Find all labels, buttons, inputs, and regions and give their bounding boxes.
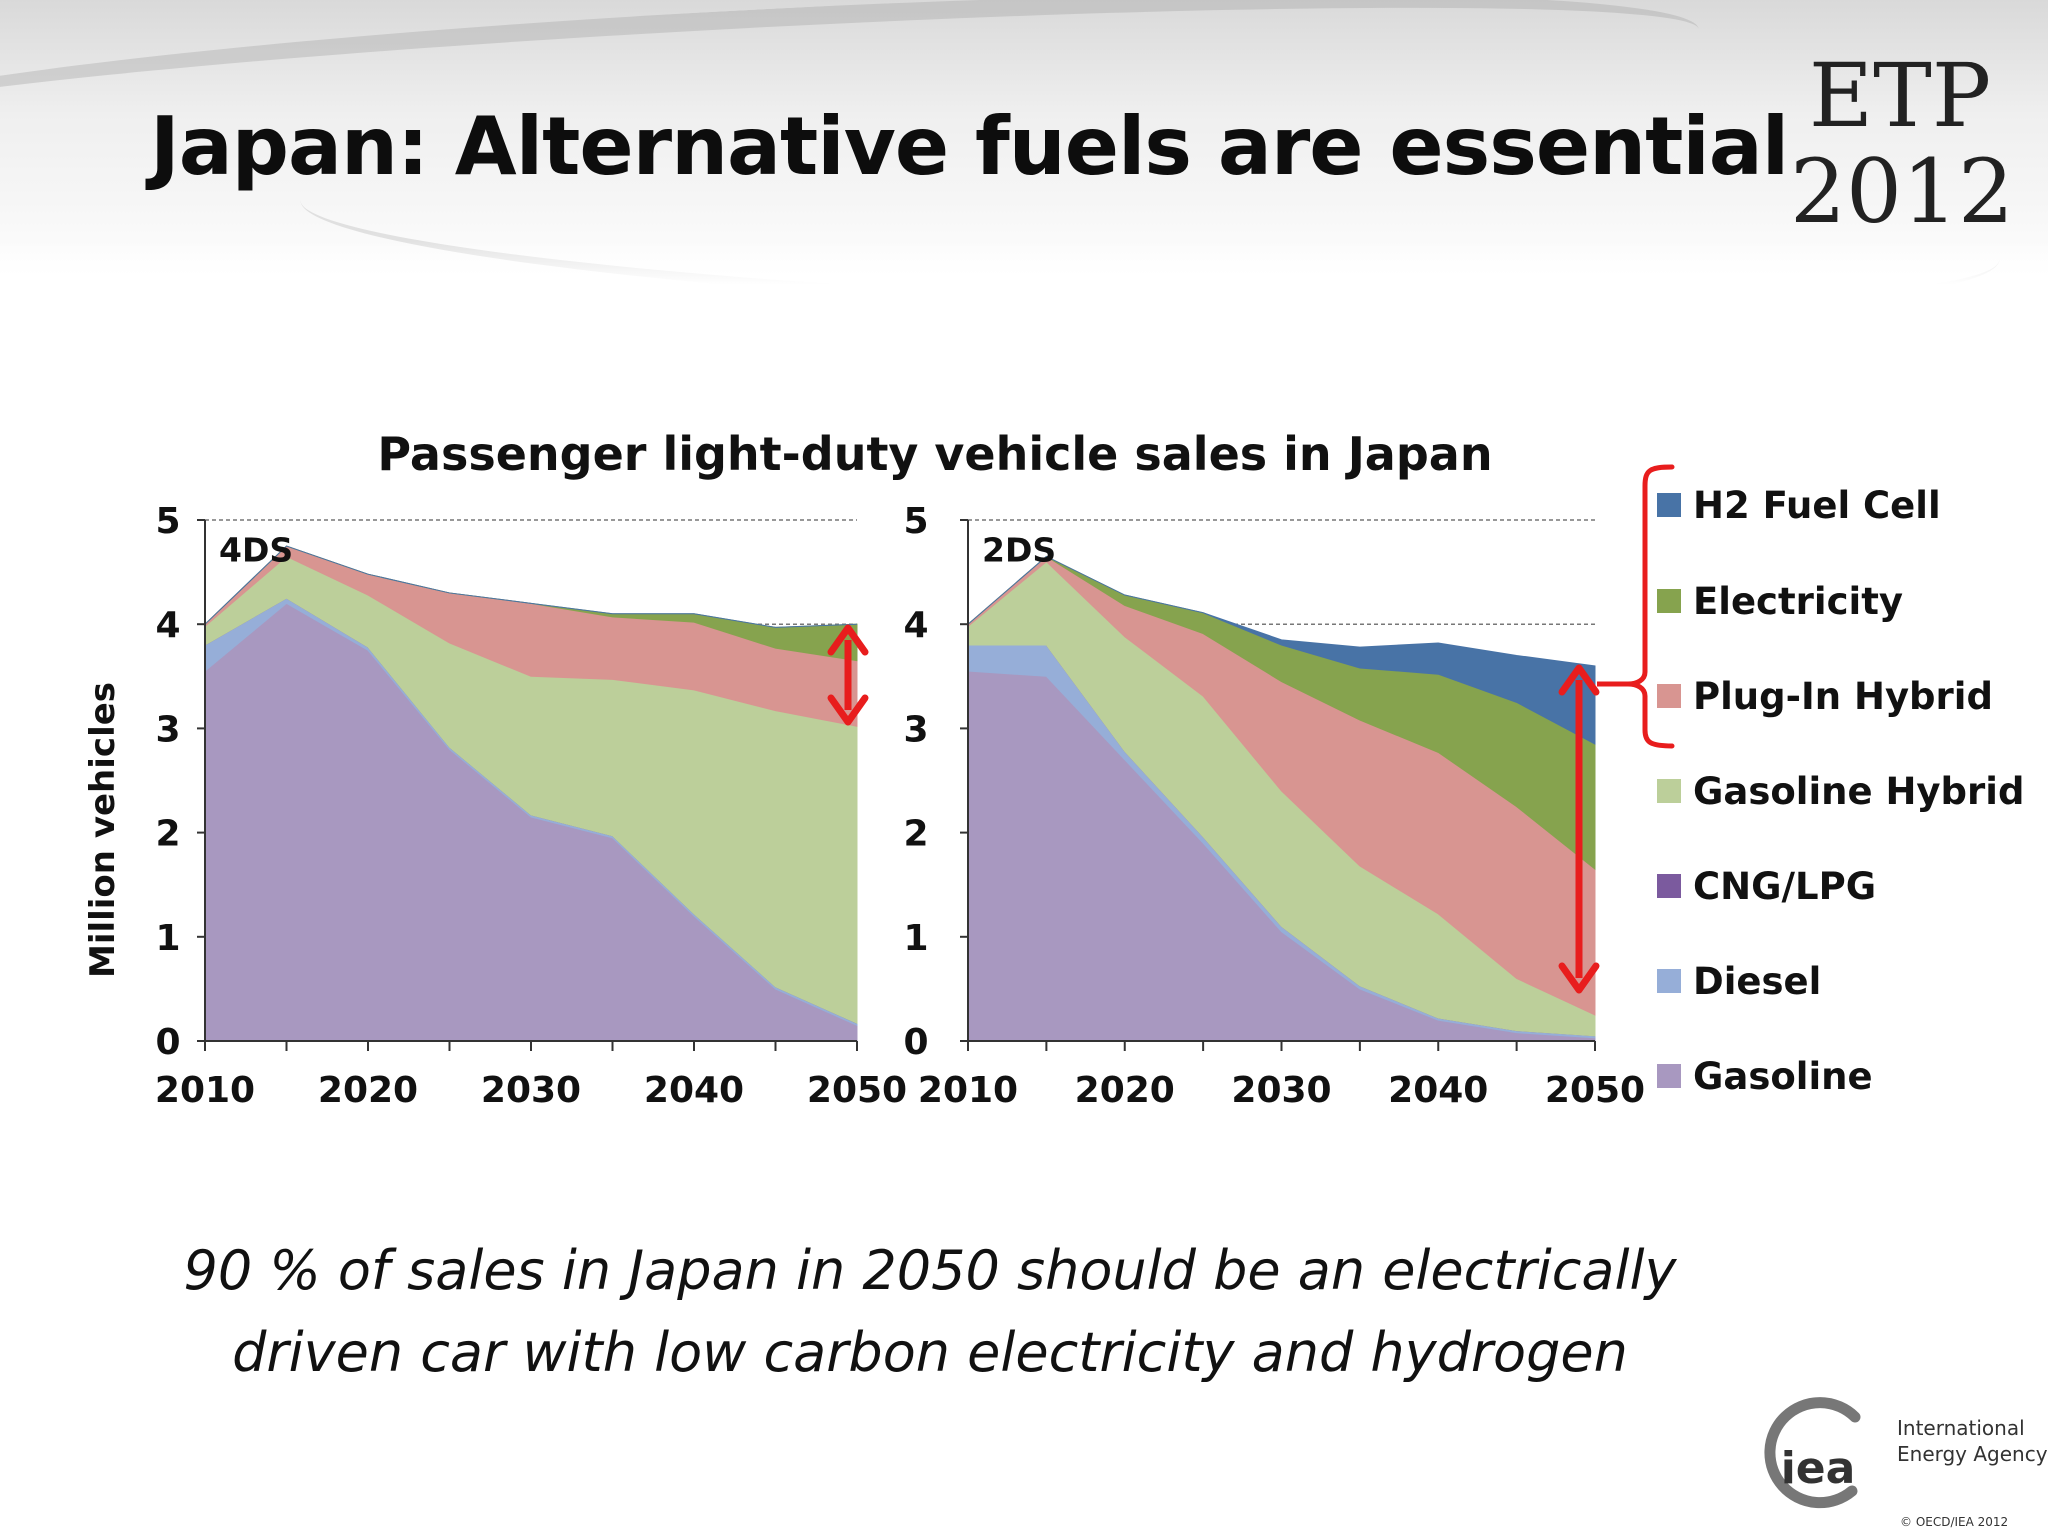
legend-swatch: [1657, 493, 1681, 517]
y-tick-label: 3: [903, 709, 928, 750]
agency-name: International Energy Agency: [1897, 1415, 2048, 1467]
legend-label: Plug-In Hybrid: [1693, 675, 1993, 718]
y-tick-label: 2: [903, 814, 928, 855]
area-h2-fuel-cell: [967, 555, 1596, 745]
arrow-head-up: [1558, 664, 1600, 696]
x-tick-label: 2050: [1545, 1070, 1645, 1111]
y-tick-label: 3: [155, 709, 180, 750]
legend-swatch: [1657, 874, 1681, 898]
y-tick-label: 4: [155, 605, 180, 646]
x-tick-label: 2030: [481, 1070, 581, 1111]
legend-swatch: [1657, 1064, 1681, 1088]
legend-label: H2 Fuel Cell: [1693, 484, 1941, 527]
legend-label: Gasoline Hybrid: [1693, 770, 2024, 813]
x-tick-label: 2030: [1231, 1070, 1331, 1111]
panel-label: 2DS: [982, 531, 1056, 570]
etp-logo-line2: 2012: [1790, 140, 2014, 243]
iea-logo-icon: iea: [1764, 1397, 1861, 1509]
agency-name-line2: Energy Agency: [1897, 1442, 2048, 1466]
red-arrow-4ds: [827, 624, 869, 726]
slide-conclusion: 90 % of sales in Japan in 2050 should be…: [150, 1230, 1710, 1394]
y-tick-label: 0: [155, 1022, 180, 1063]
x-tick-label: 2040: [644, 1070, 744, 1111]
x-tick-label: 2010: [155, 1070, 255, 1111]
y-tick-label: 5: [155, 501, 180, 542]
legend-swatch: [1657, 589, 1681, 613]
legend-label: CNG/LPG: [1693, 865, 1876, 908]
y-tick-label: 2: [155, 814, 180, 855]
x-tick-label: 2040: [1388, 1070, 1488, 1111]
panel-label: 4DS: [219, 531, 293, 570]
legend-label: Gasoline: [1693, 1055, 1873, 1098]
slide-header: [0, 0, 2048, 285]
header-fade: [0, 240, 2048, 285]
etp-logo: ETP 2012: [1790, 44, 2014, 243]
x-tick-label: 2020: [318, 1070, 418, 1111]
x-tick-label: 2010: [918, 1070, 1018, 1111]
legend-swatch: [1657, 684, 1681, 708]
iea-logo-text: iea: [1781, 1443, 1856, 1494]
chart: Passenger light-duty vehicle sales in Ja…: [83, 427, 2024, 1111]
y-axis-label: Million vehicles: [83, 682, 123, 978]
copyright: © OECD/IEA 2012: [1900, 1515, 2009, 1529]
legend-swatch: [1657, 969, 1681, 993]
slide-title: Japan: Alternative fuels are essential: [150, 100, 1789, 193]
conclusion-line1: 90 % of sales in Japan in 2050 should be…: [183, 1239, 1677, 1302]
x-tick-label: 2020: [1075, 1070, 1175, 1111]
legend-label: Electricity: [1693, 580, 1903, 623]
legend-label: Diesel: [1693, 960, 1821, 1003]
red-arrow-2ds: [1558, 664, 1600, 994]
y-tick-label: 1: [903, 918, 928, 959]
arrow-head-down: [827, 694, 869, 726]
agency-name-line1: International: [1897, 1416, 2025, 1440]
area-h2-fuel-cell: [204, 545, 858, 628]
chart-title: Passenger light-duty vehicle sales in Ja…: [377, 427, 1492, 481]
arrow-head-up: [827, 624, 869, 656]
y-tick-label: 1: [155, 918, 180, 959]
y-tick-label: 0: [903, 1022, 928, 1063]
y-tick-label: 5: [903, 501, 928, 542]
etp-logo-line1: ETP: [1808, 44, 1992, 147]
arrow-head-down: [1558, 962, 1600, 994]
x-tick-label: 2050: [807, 1070, 907, 1111]
y-tick-label: 4: [903, 605, 928, 646]
legend-swatch: [1657, 779, 1681, 803]
conclusion-line2: driven car with low carbon electricity a…: [232, 1321, 1628, 1384]
